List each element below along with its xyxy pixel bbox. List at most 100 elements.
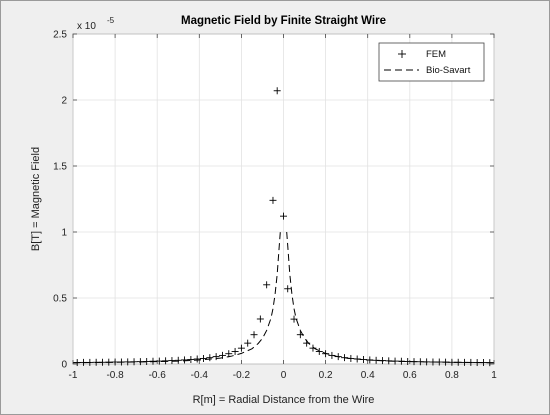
data-point-fem (391, 357, 399, 365)
data-point-fem (347, 354, 355, 362)
data-point-fem (124, 358, 132, 366)
data-point-fem (479, 359, 487, 367)
data-point-fem (290, 315, 298, 323)
data-point-fem (263, 281, 271, 289)
data-point-fem (442, 358, 450, 366)
data-point-fem (193, 355, 201, 363)
data-point-fem (130, 358, 138, 366)
x-axis-label: R[m] = Radial Distance from the Wire (193, 394, 375, 406)
y-tick-label: 2.5 (53, 30, 67, 41)
data-point-fem (168, 357, 176, 365)
data-point-fem (231, 347, 239, 355)
y-tick-label: 1.5 (53, 162, 67, 173)
data-point-fem (80, 358, 88, 366)
data-point-fem (149, 357, 157, 365)
x-tick-label: -1 (69, 370, 78, 381)
data-point-fem (309, 344, 317, 352)
y-tick-label: 1 (61, 228, 67, 239)
data-point-fem (117, 358, 125, 366)
y-tick-label: 0.5 (53, 294, 67, 305)
data-point-fem (315, 347, 323, 355)
y-axis-label: B[T] = Magnetic Field (30, 147, 42, 251)
data-point-fem (366, 356, 374, 364)
x-tick-label: 0.6 (403, 370, 417, 381)
x-tick-label: 1 (491, 370, 497, 381)
data-point-fem (296, 331, 304, 339)
x-tick-label: 0 (281, 370, 287, 381)
x-tick-label: -0.8 (106, 370, 124, 381)
data-point-fem (273, 87, 281, 95)
y-axis-exponent: x 10 -5 (77, 16, 115, 32)
data-point-fem (378, 357, 386, 365)
data-point-fem (353, 355, 361, 363)
data-point-fem (334, 353, 342, 361)
data-point-fem (92, 358, 100, 366)
x-tick-label: 0.8 (445, 370, 459, 381)
data-point-fem (86, 358, 94, 366)
data-point-fem (187, 356, 195, 364)
data-point-fem (250, 331, 258, 339)
data-point-fem (429, 358, 437, 366)
data-point-fem (454, 358, 462, 366)
data-point-fem (143, 357, 151, 365)
data-point-fem (385, 357, 393, 365)
data-point-fem (410, 358, 418, 366)
data-point-fem (359, 356, 367, 364)
data-point-fem (225, 350, 233, 358)
data-point-fem (280, 212, 287, 220)
data-point-fem (136, 358, 144, 366)
data-point-fem (486, 359, 494, 367)
data-point-fem (181, 356, 189, 364)
data-point-fem (200, 354, 208, 362)
data-point-fem (244, 339, 252, 347)
y-exponent-base: x 10 (77, 21, 96, 32)
data-point-fem (448, 358, 456, 366)
data-point-fem (111, 358, 119, 366)
data-point-fem (467, 358, 475, 366)
axes: -1 -0.8 -0.6 -0.4 -0.2 0 0.2 0.4 0.6 0.8 1 0 0.5 1 1.5… (53, 30, 497, 382)
data-point-fem (206, 354, 214, 362)
y-exponent-power: -5 (107, 16, 115, 25)
x-tick-label: -0.2 (233, 370, 251, 381)
legend-marker-fem (398, 50, 406, 58)
data-point-fem (162, 357, 170, 365)
legend-label-fem: FEM (426, 49, 446, 60)
y-tick-label: 0 (61, 360, 67, 371)
data-point-fem (341, 354, 349, 362)
x-tick-label: -0.6 (149, 370, 167, 381)
legend-box (378, 42, 485, 82)
data-point-fem (328, 351, 336, 359)
data-point-fem (284, 285, 292, 293)
data-point-fem (212, 353, 220, 361)
data-point-fem (404, 357, 412, 365)
data-point-fem (174, 356, 182, 364)
data-point-fem (303, 339, 311, 347)
data-point-fem (256, 315, 264, 323)
legend-label-bio-savart: Bio-Savart (426, 65, 471, 76)
data-point-fem (105, 358, 113, 366)
x-tick-label: -0.4 (191, 370, 209, 381)
data-point-fem (423, 358, 431, 366)
data-point-fem (73, 359, 81, 367)
x-tick-label: 0.2 (319, 370, 333, 381)
y-tick-label: 2 (61, 96, 67, 107)
data-point-fem (435, 358, 443, 366)
data-point-fem (473, 359, 481, 367)
data-point-fem (237, 344, 245, 352)
data-point-fem (322, 350, 330, 358)
data-point-fem (416, 358, 424, 366)
data-point-fem (98, 358, 106, 366)
legend: FEM Bio-Savart (378, 42, 485, 82)
data-point-fem (372, 356, 380, 364)
data-point-fem (155, 357, 163, 365)
data-point-fem (397, 357, 405, 365)
data-point-fem (461, 358, 469, 366)
x-tick-label: 0.4 (361, 370, 375, 381)
data-point-fem (218, 351, 226, 359)
grid (72, 33, 495, 365)
series-layer (72, 87, 495, 367)
data-point-fem (269, 196, 277, 204)
chart-title: Magnetic Field by Finite Straight Wire (181, 15, 386, 27)
